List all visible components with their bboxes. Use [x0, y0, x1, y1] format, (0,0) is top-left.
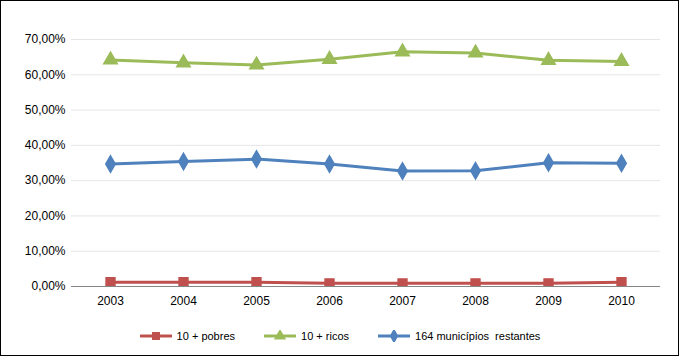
- svg-text:2009: 2009: [535, 294, 562, 308]
- svg-text:2005: 2005: [243, 294, 270, 308]
- html-text:164 municípios restantes: 164 municípios restantes: [415, 330, 541, 342]
- html-text:10 + ricos: 10 + ricos: [301, 330, 349, 342]
- svg-text:30,00%: 30,00%: [25, 173, 66, 187]
- svg-text:40,00%: 40,00%: [25, 138, 66, 152]
- html-text:10 + pobres: 10 + pobres: [176, 330, 235, 342]
- svg-text:2004: 2004: [170, 294, 197, 308]
- svg-text:20,00%: 20,00%: [25, 209, 66, 223]
- svg-text:0,00%: 0,00%: [31, 279, 65, 293]
- svg-text:2006: 2006: [316, 294, 343, 308]
- svg-text:2010: 2010: [608, 294, 635, 308]
- svg-text:10,00%: 10,00%: [25, 244, 66, 258]
- svg-text:2003: 2003: [97, 294, 124, 308]
- svg-text:60,00%: 60,00%: [25, 68, 66, 82]
- svg-text:2007: 2007: [389, 294, 416, 308]
- svg-text:50,00%: 50,00%: [25, 103, 66, 117]
- svg-text:70,00%: 70,00%: [25, 32, 66, 46]
- svg-text:2008: 2008: [462, 294, 489, 308]
